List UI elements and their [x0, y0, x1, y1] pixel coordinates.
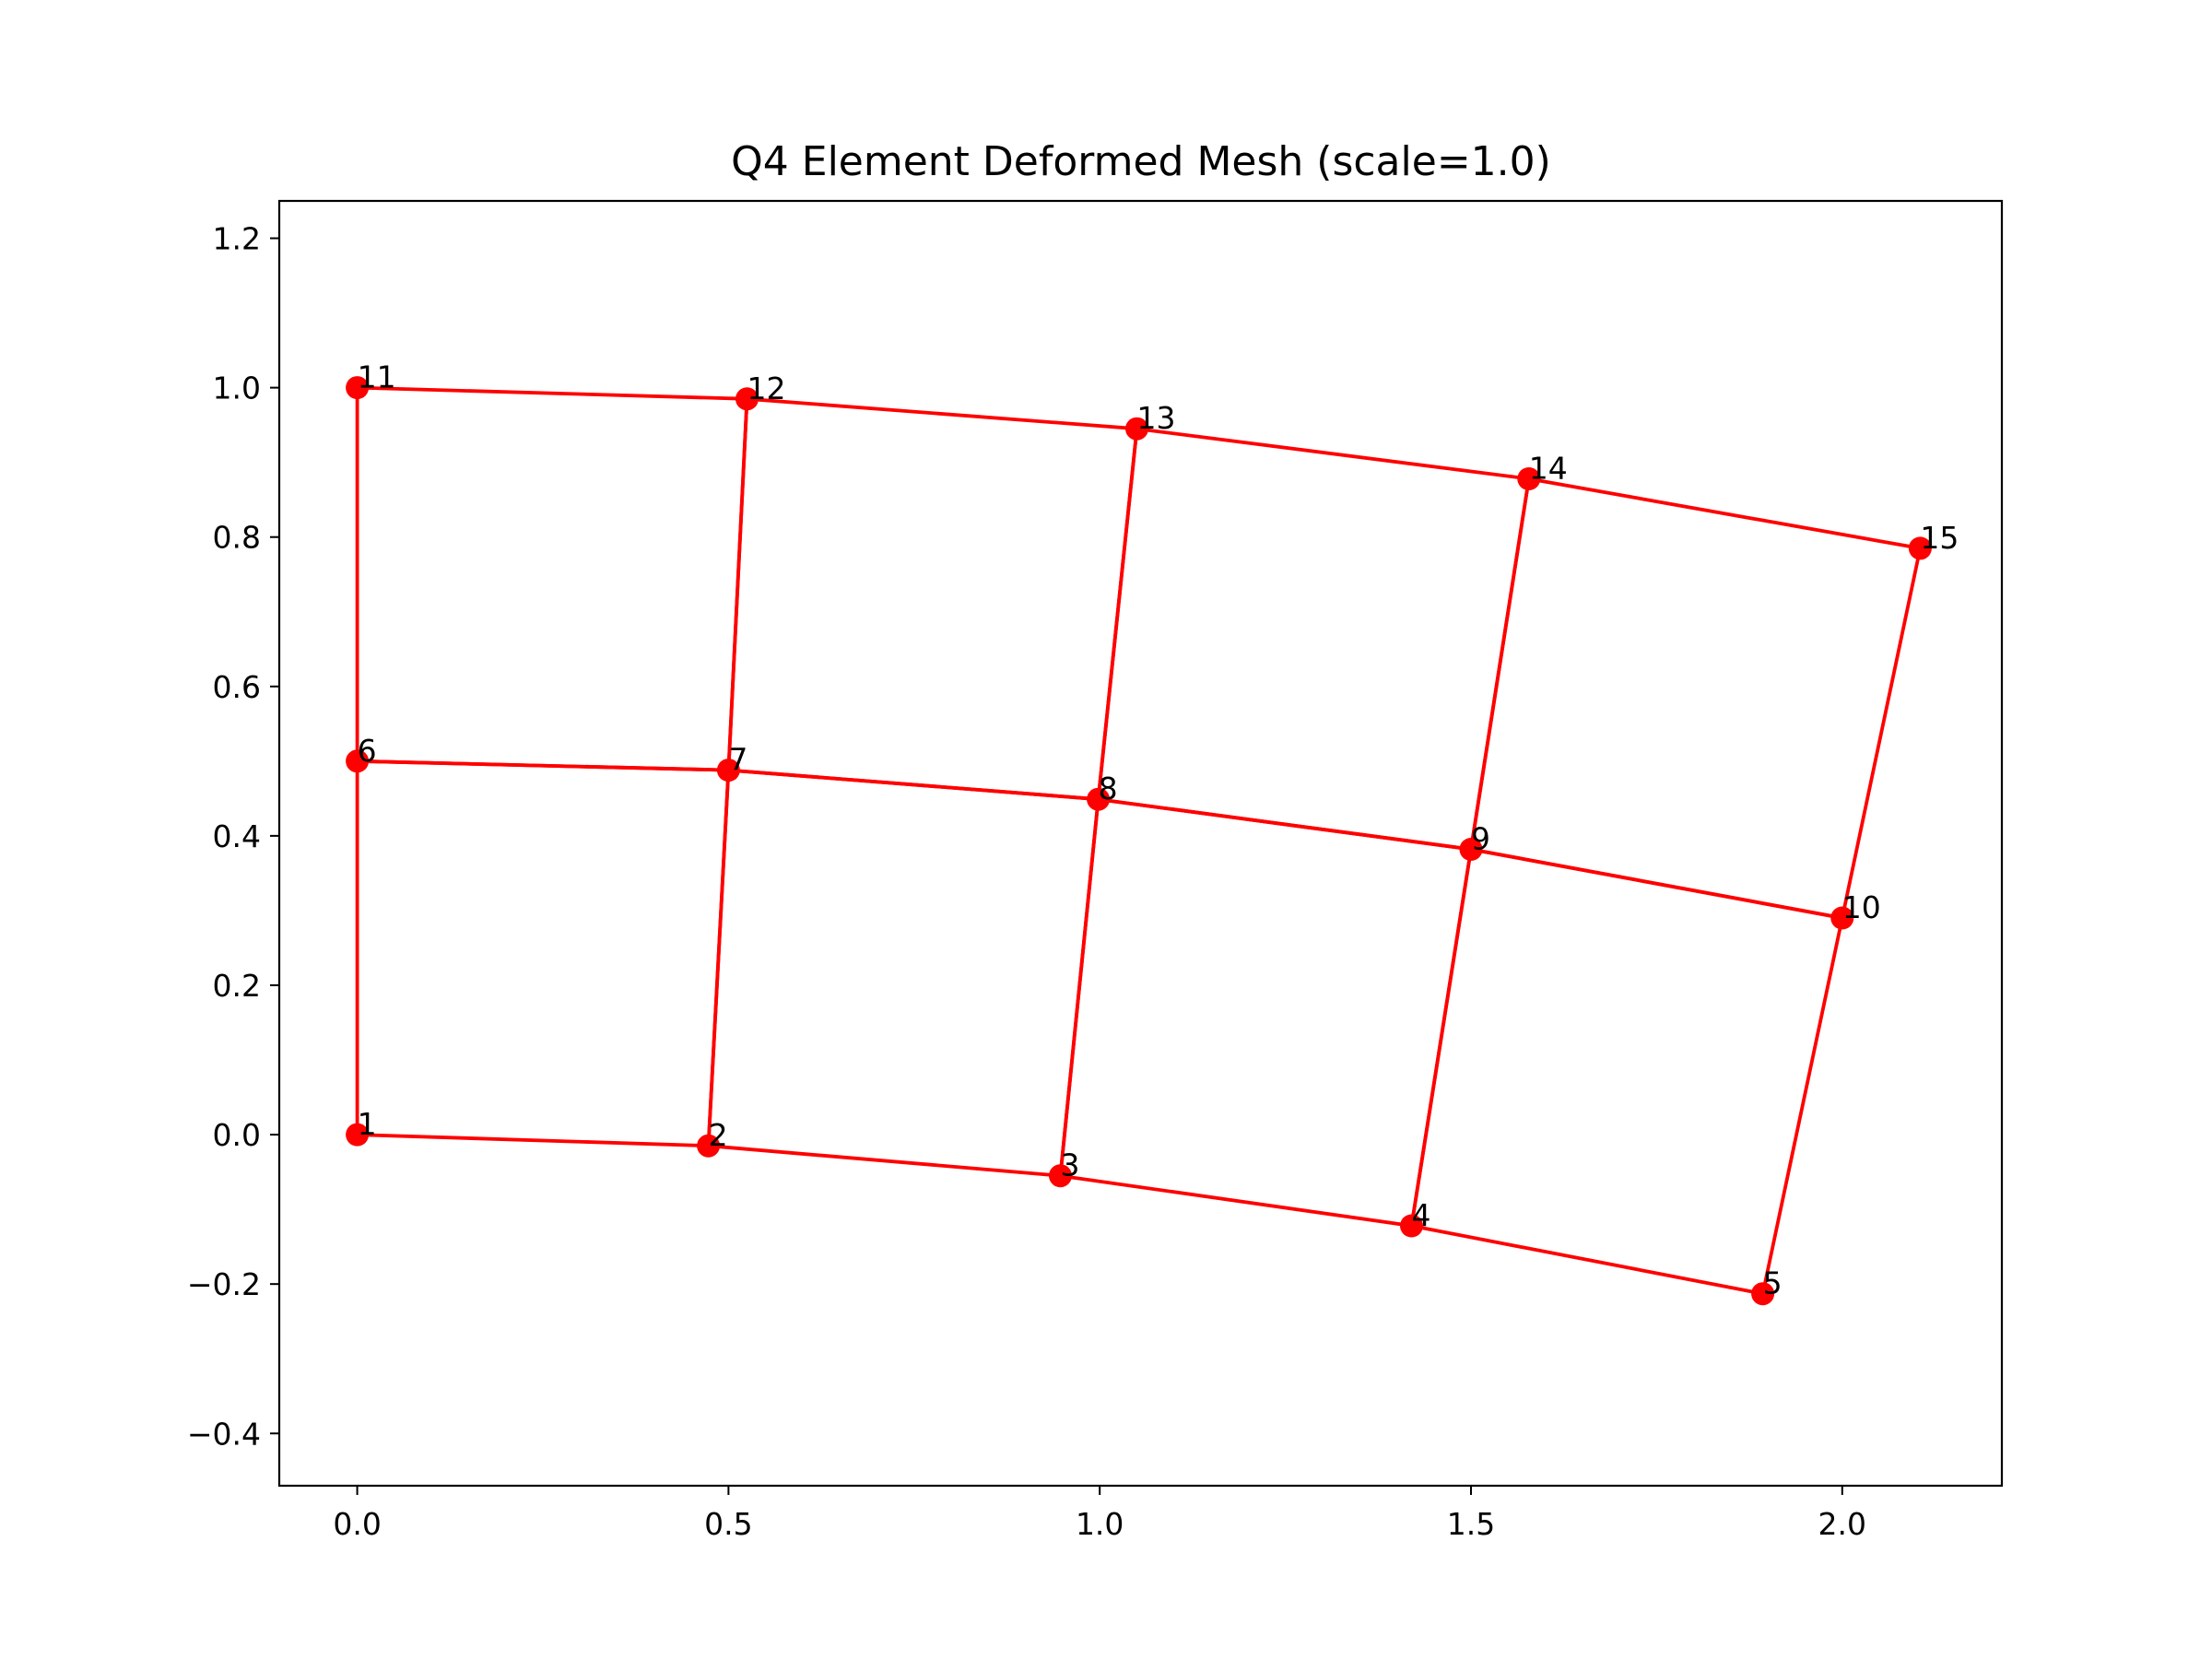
node-label-14: 14	[1529, 451, 1568, 487]
node-marker-8	[1087, 787, 1111, 811]
node-label-1: 1	[358, 1106, 377, 1142]
x-tick-label: 1.5	[1447, 1506, 1495, 1542]
node-marker-1	[346, 1123, 370, 1147]
node-label-6: 6	[358, 733, 377, 769]
node-label-9: 9	[1471, 821, 1490, 857]
y-tick-label: 1.2	[213, 221, 261, 257]
node-label-5: 5	[1763, 1265, 1783, 1301]
plot-area-frame	[277, 199, 2004, 1488]
node-marker-11	[346, 376, 370, 400]
y-axis: −0.4 −0.2 0.0 0.2 0.4 0.6 0.8 1.0 1.2	[187, 221, 279, 1452]
node-label-4: 4	[1412, 1197, 1431, 1233]
chart-title: Q4 Element Deformed Mesh (scale=1.0)	[731, 138, 1551, 185]
y-tick-label: 0.0	[213, 1117, 261, 1153]
node-marker-7	[716, 759, 740, 782]
node-marker-15	[1908, 536, 1932, 560]
node-label-3: 3	[1061, 1147, 1080, 1183]
y-tick-label: −0.2	[187, 1266, 261, 1302]
node-marker-14	[1517, 467, 1541, 490]
node-label-10: 10	[1842, 889, 1881, 925]
x-tick-label: 2.0	[1818, 1506, 1866, 1542]
node-marker-6	[346, 749, 370, 773]
node-label-7: 7	[728, 742, 747, 778]
node-label-8: 8	[1099, 771, 1118, 806]
node-label-2: 2	[709, 1117, 728, 1153]
node-label-12: 12	[747, 371, 786, 406]
y-tick-label: 0.6	[213, 669, 261, 705]
node-label-11: 11	[358, 359, 396, 395]
node-marker-12	[735, 387, 759, 411]
y-tick-label: 0.4	[213, 818, 261, 854]
mesh-nodes	[346, 376, 1932, 1306]
node-label-15: 15	[1920, 520, 1959, 556]
x-tick-label: 0.5	[704, 1506, 752, 1542]
node-marker-5	[1751, 1282, 1775, 1306]
y-tick-label: 0.8	[213, 520, 261, 556]
x-tick-label: 0.0	[333, 1506, 381, 1542]
node-marker-3	[1049, 1164, 1072, 1188]
node-marker-10	[1830, 906, 1854, 930]
node-marker-13	[1125, 417, 1148, 441]
y-tick-label: 0.2	[213, 968, 261, 1004]
node-label-13: 13	[1137, 400, 1176, 436]
node-marker-9	[1459, 838, 1483, 861]
y-tick-label: 1.0	[213, 371, 261, 406]
x-tick-label: 1.0	[1076, 1506, 1124, 1542]
y-tick-label: −0.4	[187, 1416, 261, 1452]
node-marker-4	[1400, 1214, 1423, 1238]
node-marker-2	[697, 1134, 721, 1158]
x-axis: 0.0 0.5 1.0 1.5 2.0	[333, 1486, 1866, 1542]
